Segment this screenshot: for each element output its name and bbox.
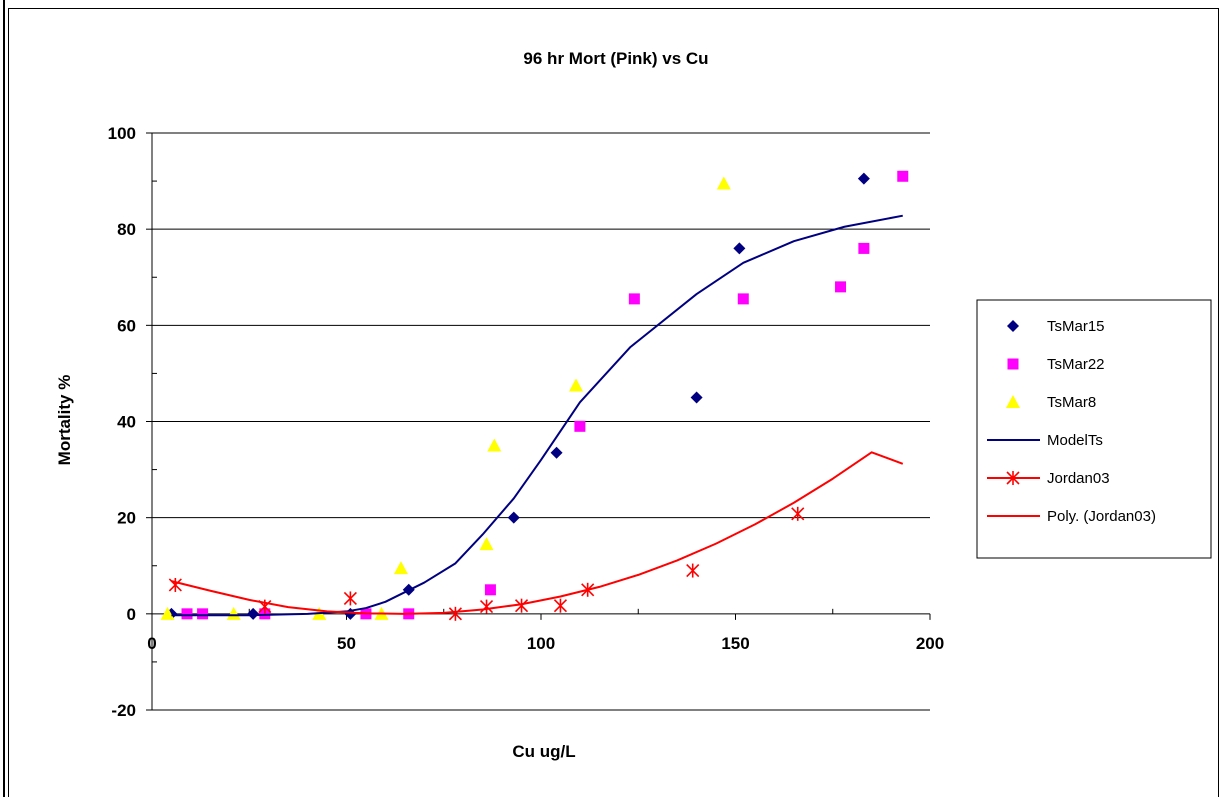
data-point	[791, 506, 805, 521]
data-point	[835, 281, 847, 293]
data-point	[686, 563, 700, 578]
data-point	[733, 242, 746, 255]
legend-label: TsMar15	[1047, 318, 1105, 335]
gridlines	[152, 132, 930, 711]
legend-entry: TsMar15	[1007, 318, 1105, 335]
data-point	[628, 293, 640, 305]
data-point	[168, 577, 182, 592]
legend: TsMar15 TsMar22 TsMar8 ModelTs Jordan03 Poly.…	[976, 299, 1212, 559]
legend-label: Poly. (Jordan03)	[1047, 508, 1156, 525]
series-tsmar22	[181, 170, 909, 620]
x-axis-title: Cu ug/L	[512, 742, 575, 761]
x-tick-label: 0	[147, 634, 156, 653]
legend-swatch	[1006, 471, 1020, 485]
legend-swatch	[1006, 395, 1020, 408]
legend-entry: ModelTs	[987, 432, 1103, 449]
series-jordan03	[168, 506, 805, 621]
y-tick-label: 40	[117, 413, 136, 432]
x-tick-label: 150	[721, 634, 749, 653]
data-point	[737, 293, 749, 305]
legend-label: TsMar22	[1047, 356, 1105, 373]
y-axis-title: Mortality %	[55, 375, 74, 466]
legend-swatch	[1007, 358, 1019, 370]
series-line	[171, 451, 904, 615]
data-point	[479, 599, 494, 614]
y-tick-label: 80	[117, 220, 136, 239]
data-point	[716, 176, 731, 190]
chart-title: 96 hr Mort (Pink) vs Cu	[523, 49, 708, 68]
y-tick-label: 0	[127, 605, 136, 624]
series-layer	[160, 170, 909, 621]
data-point	[226, 606, 241, 620]
data-point	[393, 561, 408, 575]
x-tick-label: 200	[916, 634, 944, 653]
tick-labels: -20 0 20 40 60 80 100 0 50 100 150 200	[108, 124, 945, 720]
series-line	[171, 214, 903, 617]
series-poly-jordan03-	[171, 451, 904, 615]
data-point	[479, 537, 494, 551]
y-tick-label: 60	[117, 316, 136, 335]
legend-label: TsMar8	[1047, 394, 1096, 411]
y-tick-label: 100	[108, 124, 136, 143]
data-point	[197, 608, 209, 620]
data-point	[259, 608, 271, 620]
data-point	[550, 446, 563, 459]
data-point	[247, 607, 260, 620]
legend-entry: TsMar8	[1006, 394, 1096, 411]
series-tsmar15	[165, 172, 870, 620]
data-point	[448, 606, 462, 621]
legend-swatch	[1007, 320, 1019, 332]
data-point	[507, 511, 520, 524]
data-point	[514, 598, 529, 613]
left-border-bar	[3, 0, 5, 797]
x-tick-label: 100	[527, 634, 555, 653]
data-point	[181, 608, 193, 620]
data-point	[857, 172, 870, 185]
legend-label: ModelTs	[1047, 432, 1103, 449]
data-point	[569, 378, 584, 392]
series-tsmar8	[160, 176, 731, 620]
data-point	[487, 438, 502, 452]
legend-label: Jordan03	[1047, 470, 1110, 487]
legend-entry: Jordan03	[987, 470, 1110, 487]
y-tick-label: 20	[117, 509, 136, 528]
data-point	[858, 242, 870, 254]
chart-frame	[8, 8, 1219, 797]
legend-entry: Poly. (Jordan03)	[987, 508, 1156, 525]
legend-entry: TsMar22	[1007, 356, 1105, 373]
data-point	[484, 584, 496, 596]
x-tick-label: 50	[337, 634, 356, 653]
data-point	[160, 606, 175, 620]
series-modelts	[171, 214, 903, 617]
data-point	[574, 420, 586, 432]
data-point	[343, 591, 357, 606]
data-point	[690, 391, 703, 404]
data-point	[553, 598, 568, 613]
y-tick-label: -20	[111, 701, 136, 720]
data-point	[897, 170, 909, 182]
